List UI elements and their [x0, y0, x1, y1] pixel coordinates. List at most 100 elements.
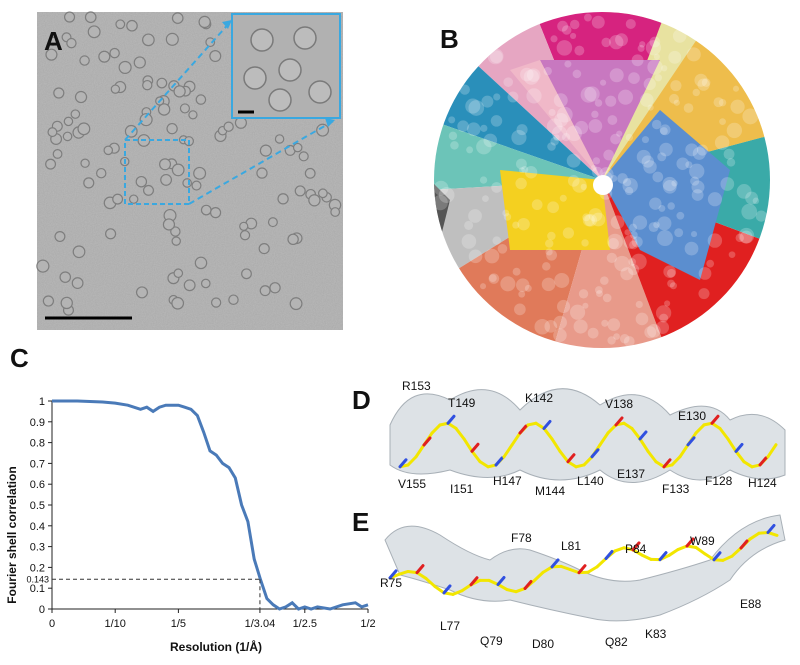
surface-lump: [603, 294, 612, 303]
surface-lump: [581, 239, 588, 246]
surface-lump: [618, 90, 633, 105]
residue-label: L140: [577, 474, 604, 488]
residue-label: V155: [398, 477, 426, 491]
surface-lump: [673, 29, 687, 43]
surface-lump: [607, 253, 617, 263]
particle: [144, 186, 154, 196]
surface-lump: [518, 291, 525, 298]
surface-lump: [639, 41, 645, 47]
surface-lump: [468, 209, 482, 223]
particle: [127, 21, 137, 31]
surface-lump: [542, 278, 556, 292]
residue-label: E88: [740, 597, 762, 611]
x-tick-label: 1/2.5: [293, 618, 317, 630]
particle: [259, 244, 269, 254]
surface-lump: [603, 150, 614, 161]
surface-lump: [592, 16, 605, 29]
particle: [116, 20, 125, 29]
surface-lump: [616, 131, 622, 137]
surface-lump: [601, 320, 608, 327]
surface-lump: [490, 50, 503, 63]
residue-label: R153: [402, 379, 431, 393]
surface-lump: [553, 328, 567, 342]
particle: [309, 195, 320, 206]
bond: [669, 550, 678, 556]
surface-lump: [448, 116, 455, 123]
surface-lump: [607, 115, 617, 125]
particle: [278, 194, 288, 204]
particle: [199, 16, 210, 27]
surface-lump: [547, 201, 559, 213]
particle: [180, 104, 189, 113]
fsc-curve: [52, 401, 368, 609]
surface-lump: [646, 40, 661, 55]
particle: [73, 246, 85, 258]
surface-lump: [611, 215, 625, 229]
fsc-axes: [48, 401, 368, 613]
panel-label-c: C: [10, 343, 29, 374]
surface-lump: [613, 333, 620, 340]
surface-lump: [608, 238, 619, 249]
surface-lump: [493, 93, 500, 100]
surface-lump: [557, 40, 572, 55]
surface-lump: [644, 326, 656, 338]
particle: [319, 189, 328, 198]
particle: [224, 122, 233, 131]
surface-lump: [652, 120, 662, 130]
particle: [119, 61, 131, 73]
surface-lump: [566, 125, 582, 141]
y-axis-label: Fourier shell correlation: [5, 466, 19, 603]
surface-lump: [676, 212, 684, 220]
surface-lump: [727, 123, 742, 138]
residue-label: F133: [662, 482, 690, 496]
surface-lump: [584, 14, 592, 22]
particle: [201, 205, 211, 215]
particle: [65, 12, 75, 22]
surface-lump: [588, 328, 599, 339]
surface-lump: [632, 54, 644, 66]
particle: [299, 152, 308, 161]
particle: [54, 88, 64, 98]
panel-label-a: A: [44, 26, 63, 57]
residue-label: M144: [535, 484, 565, 498]
surface-lump: [756, 211, 767, 222]
surface-lump: [741, 204, 757, 220]
surface-lump: [482, 195, 489, 202]
surface-lump: [689, 164, 704, 179]
y-tick-label: 0.6: [30, 479, 45, 491]
particle: [60, 272, 70, 282]
residue-label: F128: [705, 474, 733, 488]
surface-lump: [719, 99, 726, 106]
panel-d: R153 T149 K142 V138 E130 V155 I151 H147 …: [380, 360, 800, 510]
surface-lump: [513, 268, 521, 276]
particle: [295, 186, 305, 196]
surface-lump: [685, 242, 699, 256]
particle: [67, 39, 76, 48]
surface-lump: [570, 33, 576, 39]
y-tick-label: 0: [39, 604, 45, 616]
threshold-label: 0.143: [26, 574, 49, 584]
particle: [195, 257, 206, 268]
surface-lump: [720, 177, 734, 191]
particle: [167, 124, 177, 134]
particle: [183, 179, 191, 187]
surface-lump: [605, 96, 616, 107]
surface-lump: [516, 278, 529, 291]
y-tick-label: 0.1: [30, 583, 45, 595]
residue-label: T149: [448, 396, 476, 410]
surface-lump: [697, 79, 709, 91]
particle: [275, 135, 283, 143]
particle: [97, 169, 106, 178]
x-tick-label: 1/5: [171, 618, 186, 630]
surface-lump: [719, 118, 726, 125]
surface-lump: [628, 72, 640, 84]
surface-lump: [481, 96, 493, 108]
particle: [211, 208, 221, 218]
surface-lump: [739, 228, 755, 244]
surface-lump: [660, 124, 671, 135]
surface-lump: [637, 150, 651, 164]
residue-label: I151: [450, 482, 474, 496]
surface-lump: [563, 227, 574, 238]
x-axis-label: Resolution (1/Å): [170, 639, 262, 654]
